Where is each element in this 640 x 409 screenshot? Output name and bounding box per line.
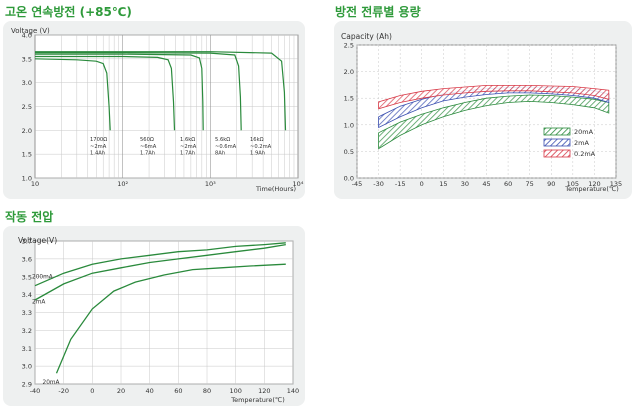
x-tick-label: 30: [461, 180, 469, 188]
y-tick-label: 3.6: [22, 255, 32, 263]
x-tick-label: 105: [567, 180, 579, 188]
y-tick-label: 3.5: [22, 55, 32, 63]
curve-annotation: ~6mA: [140, 144, 157, 150]
y-tick-label: 0.0: [344, 175, 354, 183]
voltage-curve-2mA: [34, 243, 286, 301]
legend-label: 20mA: [574, 128, 594, 136]
discharge-curve-2: [35, 55, 176, 131]
y-tick-label: 2.0: [22, 127, 32, 135]
legend-label: 2mA: [574, 139, 589, 147]
capacity-band-20mA: [378, 94, 610, 150]
curve-annotation: 16kΩ: [250, 137, 264, 143]
curve-annotation: 1700Ω: [90, 137, 107, 143]
x-tick-label: 15: [439, 180, 447, 188]
x-tick-label: 10: [31, 180, 39, 188]
series-label: 2mA: [32, 300, 45, 306]
x-tick-label: 80: [203, 387, 211, 395]
legend-swatch: [543, 138, 571, 147]
y-tick-label: 3.0: [22, 363, 32, 371]
curve-annotation: 560Ω: [140, 137, 154, 143]
discharge-curve-3: [35, 53, 204, 131]
x-tick-label: 90: [547, 180, 555, 188]
x-tick-label: 20: [117, 387, 125, 395]
curve-annotation: ~0.6mA: [215, 144, 237, 150]
y-tick-label: 1.5: [22, 151, 32, 159]
curve-annotation: ~0.2mA: [250, 144, 272, 150]
discharge-curve-5: [35, 51, 287, 131]
x-tick-label: 10²: [117, 180, 128, 188]
x-tick-label: 10³: [205, 180, 216, 188]
discharge-curve-4: [35, 52, 242, 131]
y-tick-label: 2.9: [22, 381, 32, 389]
legend-label: 0.2mA: [574, 150, 596, 158]
x-tick-label: 0: [90, 387, 94, 395]
x-tick-label: -20: [58, 387, 69, 395]
curve-annotation: 8Ah: [215, 151, 225, 157]
x-tick-label: 40: [146, 387, 154, 395]
curve-annotation: 1.7Ah: [140, 151, 155, 157]
y-tick-label: 3.1: [22, 345, 32, 353]
y-tick-label: 1.0: [344, 121, 354, 129]
curve-annotation: 1.6kΩ: [180, 137, 195, 143]
legend-swatch: [543, 127, 571, 136]
y-tick-label: 4.0: [22, 32, 32, 40]
discharge-curve-1: [34, 58, 111, 131]
x-tick-label: -45: [352, 180, 363, 188]
chart-title-capacity: 방전 전류별 용량: [335, 5, 421, 19]
x-tick-label: 60: [174, 387, 182, 395]
y-axis-label: Voltage(V): [18, 236, 57, 245]
x-tick-label: 60: [504, 180, 512, 188]
curve-annotation: 1.9Ah: [250, 151, 265, 157]
y-tick-label: 1.5: [344, 95, 354, 103]
curve-annotation: ~2mA: [180, 144, 197, 150]
y-tick-label: 3.5: [22, 273, 32, 281]
x-tick-label: -15: [395, 180, 406, 188]
y-axis-label: Voltage (V): [11, 27, 50, 35]
curve-annotation: 1.7Ah: [180, 151, 195, 157]
y-tick-label: 2.0: [344, 68, 354, 76]
y-tick-label: 2.5: [344, 42, 354, 50]
voltage-curve-20mA: [55, 263, 286, 374]
x-tick-label: 140: [287, 387, 299, 395]
x-axis-label: Temperature(℃): [230, 396, 285, 404]
legend-swatch: [543, 149, 571, 158]
x-tick-label: -40: [30, 387, 41, 395]
x-axis-label: Time(Hours): [255, 185, 296, 193]
y-tick-label: 3.7: [22, 238, 32, 246]
x-tick-label: 75: [526, 180, 534, 188]
y-tick-label: 3.2: [22, 327, 32, 335]
y-tick-label: 2.5: [22, 103, 32, 111]
y-axis-label: Capacity (Ah): [341, 32, 392, 41]
curve-annotation: 1.4Ah: [90, 151, 105, 157]
y-tick-label: 1.0: [22, 175, 32, 183]
capacity-band-0.2mA: [378, 85, 610, 110]
series-label: 200mA: [32, 275, 53, 281]
chart-title-high-temp: 고온 연속방전 (+85℃): [5, 5, 132, 19]
series-label: 20mA: [43, 380, 60, 386]
x-tick-label: 45: [482, 180, 490, 188]
y-tick-label: 3.3: [22, 309, 32, 317]
x-tick-label: 0: [420, 180, 424, 188]
voltage-curve-200mA: [34, 242, 286, 287]
y-tick-label: 3.4: [22, 291, 32, 299]
x-axis-label: Temperature(℃): [564, 185, 619, 193]
y-tick-label: 0.5: [344, 148, 354, 156]
curve-annotation: ~2mA: [90, 144, 107, 150]
x-tick-label: 100: [229, 387, 241, 395]
curve-annotation: 5.6kΩ: [215, 137, 230, 143]
x-tick-label: 10⁴: [293, 180, 304, 188]
chart-title-operating-voltage: 작동 전압: [5, 210, 54, 224]
x-tick-label: -30: [373, 180, 384, 188]
x-tick-label: 120: [588, 180, 600, 188]
x-tick-label: 135: [610, 180, 622, 188]
x-tick-label: 120: [258, 387, 270, 395]
y-tick-label: 3.0: [22, 79, 32, 87]
